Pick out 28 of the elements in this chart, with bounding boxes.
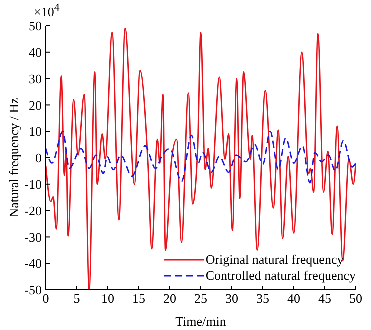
y-tick-label: -40 (24, 256, 42, 272)
x-tick-label: 45 (318, 291, 332, 306)
x-tick-label: 30 (226, 291, 238, 306)
y-tick-label: -20 (24, 203, 42, 218)
x-tick-label: 20 (164, 291, 176, 306)
y-tick-label: -10 (24, 177, 42, 192)
y-tick-label: 20 (29, 98, 42, 113)
y-tick-label: 40 (29, 45, 42, 60)
y-axis-title: Natural frequency / Hz (6, 98, 22, 218)
line-series (46, 28, 356, 290)
y-tick-label: 50 (29, 18, 42, 34)
y-tick-label: -50 (24, 282, 42, 298)
x-axis-title: Time/min (176, 314, 227, 329)
x-tick-label: 5 (74, 291, 80, 306)
text: ×10$^{4}$ (34, 1, 60, 20)
x-tick-label: 15 (132, 291, 146, 306)
x-tick-label: 35 (256, 291, 270, 306)
line-series (46, 130, 356, 184)
x-tick-label: 10 (102, 291, 114, 306)
x-tick-label: 25 (194, 291, 208, 306)
legend-label: Original natural frequency (206, 252, 344, 268)
y-tick-label: 10 (29, 124, 42, 140)
y-tick-label: -30 (24, 230, 42, 245)
x-tick-label: 50 (350, 291, 362, 306)
x-tick-label: 40 (288, 291, 300, 306)
y-tick-label: 30 (29, 71, 42, 86)
y-tick-label: 0 (36, 150, 42, 166)
legend-label: Controlled natural frequency (206, 268, 356, 284)
